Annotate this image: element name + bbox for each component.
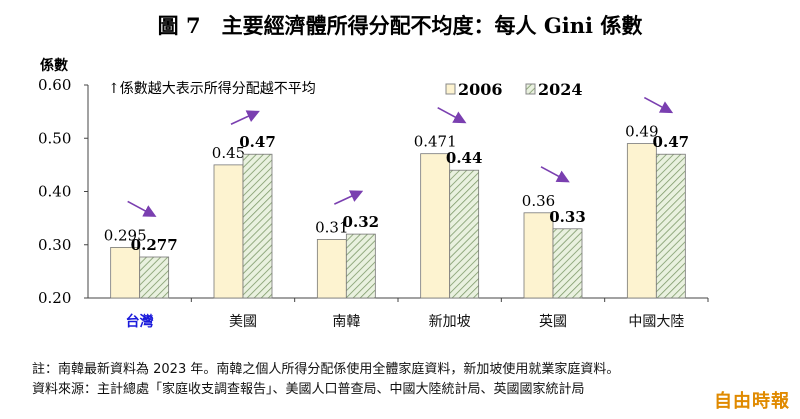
data-label-2024: 0.277 [131, 236, 178, 254]
legend-swatch-2024 [525, 83, 536, 95]
data-label-2006: 0.49 [625, 123, 658, 141]
trend-arrow-down [643, 96, 674, 114]
trend-arrow-down [540, 166, 570, 183]
legend-label-2006: 2006 [458, 80, 503, 99]
x-tick-label: 英國 [539, 313, 567, 330]
y-tick-label: 0.30 [38, 236, 71, 254]
bar-2024 [655, 153, 686, 299]
footnote: 註：南韓最新資料為 2023 年。南韓之個人所得分配係使用全體家庭資料，新加坡使… [32, 362, 620, 377]
bar-2024 [449, 169, 480, 299]
trend-arrow-down [437, 106, 467, 124]
y-tick-label: 0.50 [38, 129, 71, 147]
x-tick-label: 台灣 [126, 313, 154, 330]
legend: 2006 2024 [445, 80, 583, 99]
x-tick-label: 美國 [229, 314, 257, 330]
data-label-2006: 0.471 [414, 133, 457, 151]
data-label-2024: 0.44 [446, 149, 483, 167]
data-label-2006: 0.295 [104, 226, 147, 244]
legend-label-2024: 2024 [538, 80, 583, 99]
bar-2006 [626, 143, 657, 299]
source-note: 資料來源：主計總處「家庭收支調查報告」、美國人口普查局、中國大陸統計局、英國國家… [32, 382, 585, 397]
legend-swatch-2006 [445, 83, 456, 95]
x-tick-label: 中國大陸 [628, 314, 684, 330]
x-tick-label: 新加坡 [429, 314, 471, 330]
y-axis-label: 係數 [40, 57, 68, 74]
y-tick-label: 0.20 [38, 289, 71, 307]
bar-2006 [213, 164, 244, 299]
bar-2024 [242, 153, 273, 299]
bar-2024 [552, 228, 583, 299]
y-tick-label: 0.60 [38, 76, 71, 94]
y-tick-label: 0.40 [38, 183, 71, 201]
data-label-2024: 0.32 [343, 213, 380, 231]
bar-2024 [139, 256, 170, 299]
bar-2006 [110, 247, 141, 299]
trend-arrow-up [230, 110, 260, 125]
data-label-2024: 0.33 [549, 208, 586, 226]
data-label-2024: 0.47 [239, 133, 276, 151]
bar-2006 [420, 153, 451, 299]
chart-title: 圖 7 主要經濟體所得分配不均度：每人 Gini 係數 [158, 13, 643, 38]
annotation: ↑係數越大表示所得分配越不平均 [108, 80, 316, 97]
trend-arrow-down [127, 200, 157, 217]
data-label-2006: 0.36 [522, 192, 555, 210]
bar-2024 [345, 233, 376, 299]
data-label-2024: 0.47 [653, 133, 690, 151]
trend-arrow-up [333, 190, 364, 205]
data-label-2006: 0.45 [212, 144, 245, 162]
data-label-2006: 0.31 [315, 218, 348, 236]
watermark-logo: 自由時報 [714, 391, 790, 412]
x-tick-label: 南韓 [332, 314, 360, 330]
bar-2006 [316, 239, 347, 299]
